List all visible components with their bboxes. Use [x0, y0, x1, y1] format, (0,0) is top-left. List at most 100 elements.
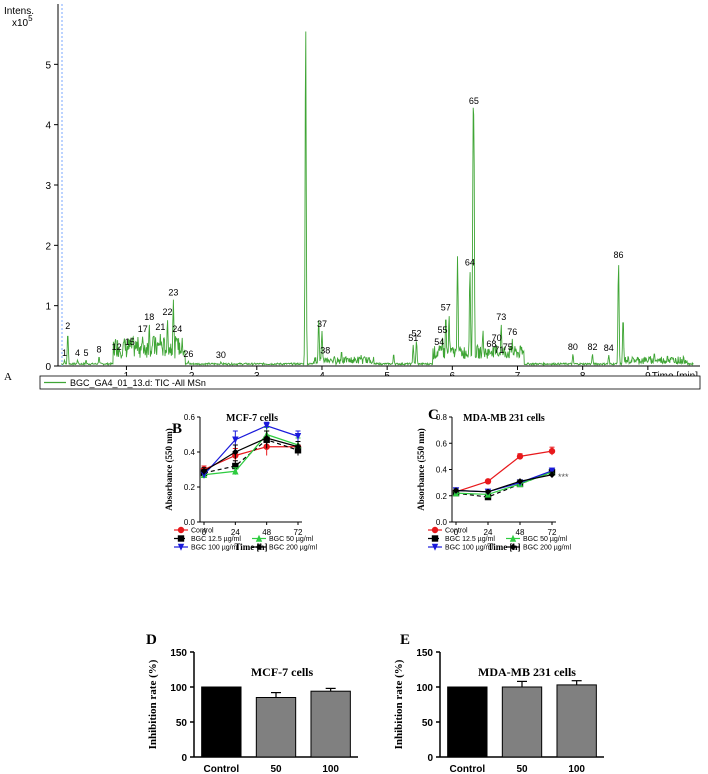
y-axis-label: Intens. [4, 6, 34, 17]
series-line [203, 446, 298, 471]
panel-title: MCF-7 cells [226, 413, 278, 424]
legend-label: BGC 100 µg/ml [445, 545, 493, 552]
tic-trace [61, 31, 694, 367]
y-tick-label: 50 [176, 718, 188, 729]
y-tick-label: 1 [45, 302, 51, 313]
peak-label: 30 [216, 350, 226, 360]
y-tick-label: 0.4 [184, 448, 196, 457]
peak-label: 84 [604, 343, 614, 353]
peak-label: 24 [172, 324, 182, 334]
marker-diamond [263, 434, 270, 442]
x-tick-label: 0 [202, 528, 207, 537]
y-tick-label: 0.2 [436, 492, 448, 501]
marker-diamond [509, 543, 517, 551]
marker-square [232, 462, 239, 470]
x-tick-label: 24 [484, 528, 493, 537]
marker-square [177, 535, 185, 542]
y-axis-exponent-sup: 5 [28, 14, 33, 23]
legend-label: BGC 200 µg/ml [523, 545, 571, 552]
peak-label: 71 [494, 345, 504, 355]
marker-diamond [516, 478, 524, 485]
panel-title: MDA-MB 231 cells [478, 665, 576, 679]
series [200, 430, 302, 475]
series [452, 468, 556, 498]
marker-triangle-down [177, 543, 185, 551]
marker-circle [548, 447, 556, 455]
marker-diamond [200, 468, 208, 475]
peak-label: 57 [441, 303, 451, 313]
marker-triangle-down [263, 422, 270, 430]
x-axis-label: Time [h] [234, 542, 267, 552]
legend-label: Control [445, 528, 468, 535]
series [200, 421, 302, 479]
marker-circle [177, 526, 185, 534]
panel-title: MCF-7 cells [251, 665, 314, 679]
peak-label: 51 [408, 333, 418, 343]
chromatogram-panel: Intens.x105012345123456789Time [min]1245… [4, 4, 701, 390]
legend-label: Control [191, 528, 214, 535]
y-tick-label: 2 [45, 241, 51, 252]
peak-label: 73 [496, 312, 506, 322]
x-tick-label: Control [204, 764, 240, 774]
panel-label-b: B [172, 421, 182, 437]
y-tick-label: 0 [181, 753, 187, 764]
series-line [203, 437, 299, 472]
marker-triangle-down [200, 471, 208, 479]
legend-label: BGC 50 µg/ml [269, 536, 314, 543]
peak-label: 2 [65, 321, 70, 331]
marker-diamond [294, 443, 302, 450]
series [452, 468, 556, 501]
x-tick-label: 48 [516, 528, 525, 537]
y-tick-label: 0 [45, 362, 51, 373]
bar [255, 697, 297, 758]
legend-label: BGC 200 µg/ml [269, 545, 317, 552]
y-axis-label: Absorbance (550 nm) [164, 428, 174, 511]
peak-label: 12 [112, 342, 122, 352]
panel-label-c: C [428, 407, 439, 423]
peak-label: 37 [317, 319, 327, 329]
y-tick-label: 0.8 [436, 413, 448, 422]
series-line [455, 471, 553, 498]
series-line [203, 433, 299, 476]
legend-label: BGC 50 µg/ml [523, 536, 568, 543]
x-tick-label: 50 [516, 764, 528, 774]
peak-label: 68 [486, 339, 496, 349]
peak-label: 52 [411, 329, 421, 339]
peak-label: 22 [162, 307, 172, 317]
marker-diamond [484, 488, 492, 496]
y-tick-label: 0.6 [436, 439, 448, 448]
y-tick-label: 150 [170, 648, 187, 659]
legend-label: BGC 12.5 µg/ml [445, 536, 495, 543]
marker-circle [484, 478, 492, 485]
peak-label: 1 [62, 348, 67, 358]
legend-label: BGC_GA4_01_13.d: TIC -All MSn [70, 378, 206, 388]
bar [201, 686, 242, 758]
y-tick-label: 100 [170, 683, 187, 694]
x-tick-label: 72 [548, 528, 557, 537]
x-tick-label: 24 [231, 528, 240, 537]
y-tick-label: 100 [416, 683, 433, 694]
x-axis-label: Time [h] [487, 542, 520, 552]
x-tick-label: 0 [454, 528, 459, 537]
x-tick-label: 48 [262, 528, 271, 537]
y-tick-label: 4 [45, 121, 51, 132]
series-line [455, 474, 553, 493]
series [200, 427, 302, 479]
series-line [203, 425, 299, 476]
series [452, 471, 556, 496]
bar-panel-e: E MDA-MB 231 cells 0 50 100 150 Inhibition rat… [393, 632, 604, 774]
legend-label: BGC 12.5 µg/ml [191, 536, 241, 543]
x-tick-label: 72 [294, 528, 303, 537]
y-tick-label: 0.6 [184, 413, 196, 422]
bar-panel-d: D MCF-7 cells 0 50 100 150 Inhibition rate (%)… [146, 632, 358, 774]
marker-triangle [232, 467, 239, 475]
peak-label: 4 [75, 348, 80, 358]
marker-triangle [255, 534, 263, 542]
y-axis-label: Absorbance (550 nm) [416, 428, 426, 511]
legend-label: BGC 100 µg/ml [191, 545, 239, 552]
peak-label: 70 [492, 333, 502, 343]
y-tick-label: 150 [416, 648, 433, 659]
